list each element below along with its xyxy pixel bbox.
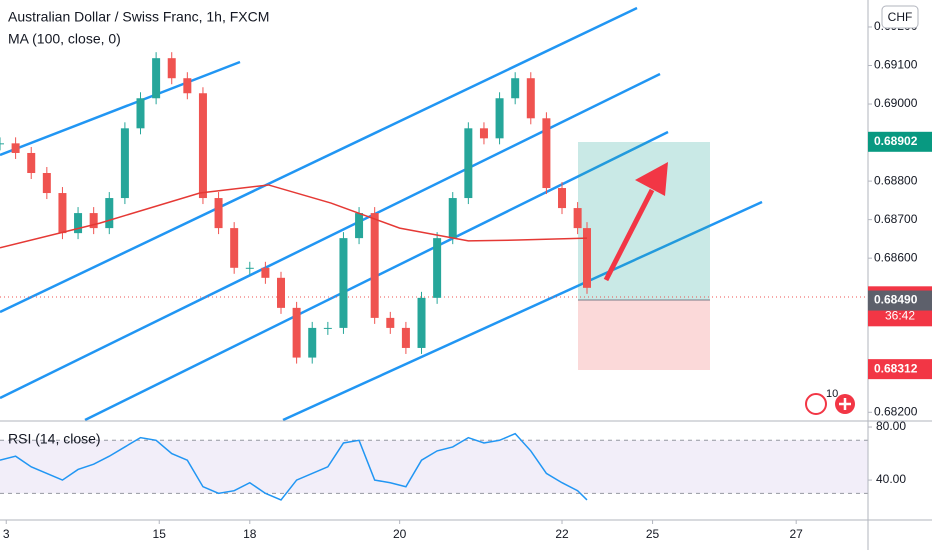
candle xyxy=(370,213,379,318)
plot xyxy=(0,52,868,501)
candle xyxy=(0,143,4,145)
arrow-shaft xyxy=(603,188,655,282)
candle xyxy=(292,307,301,358)
candle xyxy=(573,208,582,229)
candle xyxy=(582,228,591,288)
y-tick-label: 0.68800 xyxy=(874,173,918,187)
candle xyxy=(464,128,473,199)
y-tick-label: 0.69100 xyxy=(874,58,918,72)
candle xyxy=(433,238,442,298)
x-tick-label: 20 xyxy=(393,527,407,541)
candle xyxy=(261,267,270,278)
price-tag xyxy=(868,131,932,152)
candle xyxy=(214,198,223,229)
candle xyxy=(386,317,395,328)
candle xyxy=(417,297,426,348)
chart-title: Australian Dollar / Swiss Franc, 1h, FXC… xyxy=(8,9,269,25)
candle xyxy=(183,78,192,94)
price-tag xyxy=(868,290,932,311)
rsi-line xyxy=(0,432,588,501)
trend-line xyxy=(0,6,638,314)
candle xyxy=(27,152,36,174)
candle xyxy=(89,213,98,229)
price-tag-label: 0.68312 xyxy=(874,361,918,375)
candle xyxy=(355,213,364,239)
candle xyxy=(58,193,67,234)
trend-line xyxy=(0,72,661,400)
currency-label[interactable]: CHF xyxy=(888,10,913,24)
candle xyxy=(230,228,239,268)
y-tick-label: 0.68700 xyxy=(874,212,918,226)
candle xyxy=(105,198,114,229)
candle xyxy=(152,58,161,99)
trend-line xyxy=(0,60,241,157)
arrow xyxy=(603,162,668,282)
candle xyxy=(448,198,457,239)
x-tick-label: 15 xyxy=(153,527,167,541)
candle xyxy=(526,78,535,119)
price-tag-label: 0.68490 xyxy=(874,293,918,307)
price-axis xyxy=(868,0,932,550)
candle xyxy=(542,118,551,189)
target-zone xyxy=(578,142,710,300)
add-icon-plus xyxy=(839,398,851,410)
candle xyxy=(511,78,520,99)
arrow-head xyxy=(635,162,668,196)
price-tag xyxy=(868,359,932,380)
alert-icon[interactable] xyxy=(805,393,827,415)
candle xyxy=(401,327,410,348)
x-tick-label: 27 xyxy=(790,527,804,541)
rsi-tick-label: 80.00 xyxy=(876,419,906,433)
candle xyxy=(558,188,567,209)
candle xyxy=(198,93,207,199)
trend-line xyxy=(282,200,763,422)
y-tick-label: 0.68600 xyxy=(874,250,918,264)
candle xyxy=(308,327,317,358)
ma-line xyxy=(0,184,588,249)
rsi-tick-label: 40.00 xyxy=(876,472,906,486)
candle xyxy=(167,58,176,79)
y-tick-label: 0.69000 xyxy=(874,96,918,110)
candle xyxy=(277,277,286,308)
candle xyxy=(136,98,145,129)
rsi-label: RSI (14, close) xyxy=(8,431,101,447)
x-tick-label: 25 xyxy=(646,527,660,541)
rsi-band xyxy=(0,440,868,494)
candle xyxy=(120,128,129,199)
alert-count: 10 xyxy=(826,388,838,400)
x-tick-label: 3 xyxy=(3,527,10,541)
price-tag-label: 0.68902 xyxy=(874,134,918,148)
candle xyxy=(495,98,504,139)
x-tick-label: 22 xyxy=(555,527,569,541)
candle xyxy=(11,143,20,153)
y-tick-label: 0.68200 xyxy=(874,404,918,418)
candle xyxy=(323,327,332,329)
countdown-label: 36:42 xyxy=(885,308,915,322)
stop-zone xyxy=(578,300,710,370)
candle xyxy=(339,238,348,328)
currency-button[interactable] xyxy=(881,5,919,29)
candle xyxy=(74,213,83,234)
countdown-tag xyxy=(868,306,932,327)
axes: 0.692000.691000.690000.688000.687000.686… xyxy=(3,19,932,541)
x-tick-label: 18 xyxy=(243,527,257,541)
candle xyxy=(245,267,254,269)
candle xyxy=(479,128,488,139)
candle xyxy=(42,173,51,194)
indicator-label: MA (100, close, 0) xyxy=(8,31,121,47)
